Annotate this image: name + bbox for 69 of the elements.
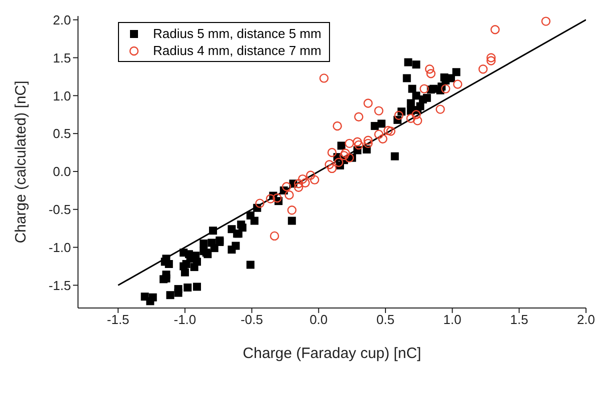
- legend-label: Radius 5 mm, distance 5 mm: [153, 25, 322, 42]
- x-axis-title: Charge (Faraday cup) [nC]: [242, 345, 422, 362]
- y-tick-label: -0.5: [48, 202, 71, 218]
- y-tick-label: 0.0: [52, 164, 71, 180]
- x-tick-label: 1.0: [443, 312, 462, 328]
- point: [344, 138, 354, 148]
- point: [352, 137, 362, 146]
- point: [412, 116, 422, 126]
- point: [490, 25, 500, 34]
- x-tick-label: -1.0: [174, 312, 196, 328]
- point: [344, 153, 354, 162]
- point: [486, 53, 496, 62]
- point: [406, 114, 416, 123]
- legend-label: Radius 4 mm, distance 7 mm: [153, 42, 322, 59]
- x-tick-label: 2.0: [576, 312, 596, 328]
- point: [282, 182, 292, 192]
- point: [327, 148, 337, 158]
- point: [266, 194, 276, 204]
- point: [287, 206, 296, 215]
- point: [541, 16, 550, 26]
- y-tick-label: -1.5: [48, 278, 71, 293]
- point: [441, 84, 450, 94]
- y-tick-label: 2.0: [52, 12, 71, 28]
- point: [354, 140, 364, 150]
- point: [340, 148, 350, 158]
- point: [374, 106, 384, 116]
- point: [412, 110, 421, 120]
- point: [306, 170, 316, 180]
- x-tick-label: 0.0: [310, 312, 328, 328]
- point: [453, 80, 462, 89]
- point: [384, 126, 393, 136]
- point: [284, 190, 294, 200]
- point: [424, 64, 434, 74]
- point: [486, 56, 496, 66]
- point: [319, 74, 329, 83]
- point: [294, 182, 304, 192]
- point: [272, 193, 282, 203]
- x-tick-label: 0.5: [376, 312, 395, 328]
- point: [478, 64, 488, 74]
- point: [270, 231, 280, 241]
- x-tick-label: -0.5: [240, 312, 263, 328]
- point: [363, 136, 373, 145]
- point: [426, 69, 436, 78]
- point: [255, 198, 264, 208]
- y-tick-label: -1.0: [48, 240, 71, 255]
- point: [354, 112, 364, 122]
- point: [298, 174, 308, 184]
- point: [363, 138, 373, 148]
- y-tick-label: 0.5: [52, 126, 71, 142]
- point: [436, 104, 445, 114]
- point: [324, 160, 334, 170]
- point: [394, 110, 404, 120]
- point: [300, 178, 310, 188]
- point: [374, 130, 384, 139]
- point: [332, 121, 342, 131]
- y-tick-label: 1.0: [52, 88, 71, 104]
- point: [386, 126, 396, 136]
- point: [420, 84, 429, 94]
- point: [363, 98, 373, 108]
- point: [310, 175, 320, 184]
- y-axis-title: Charge (calculated) [nC]: [12, 80, 30, 244]
- point: [339, 150, 349, 160]
- point: [294, 179, 304, 188]
- point: [334, 158, 344, 167]
- x-tick-label: -1.5: [106, 312, 130, 328]
- point: [378, 134, 388, 144]
- x-tick-label: 1.5: [510, 312, 528, 328]
- point: [327, 164, 337, 174]
- y-tick-label: 1.5: [52, 50, 71, 66]
